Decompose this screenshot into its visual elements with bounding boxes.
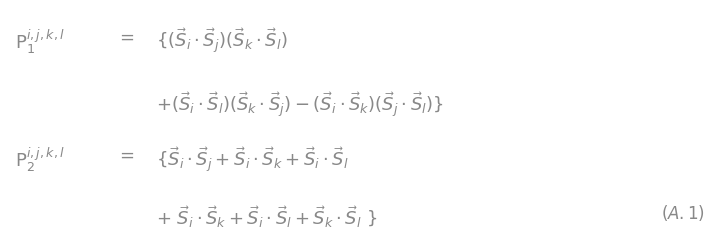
Text: $=$: $=$ [116, 145, 135, 163]
Text: $\mathrm{P}_2^{i,j,k,l}$: $\mathrm{P}_2^{i,j,k,l}$ [15, 145, 65, 173]
Text: $=$: $=$ [116, 27, 135, 45]
Text: $+(\vec{S}_i \cdot \vec{S}_l)(\vec{S}_k \cdot \vec{S}_j) - (\vec{S}_i \cdot \vec: $+(\vec{S}_i \cdot \vec{S}_l)(\vec{S}_k … [156, 91, 444, 120]
Text: $(A.1)$: $(A.1)$ [661, 202, 705, 222]
Text: $\{\vec{S}_i \cdot \vec{S}_j + \vec{S}_i \cdot \vec{S}_k + \vec{S}_i \cdot \vec{: $\{\vec{S}_i \cdot \vec{S}_j + \vec{S}_i… [156, 145, 349, 174]
Text: $\{(\vec{S}_i \cdot \vec{S}_j)(\vec{S}_k \cdot \vec{S}_l)$: $\{(\vec{S}_i \cdot \vec{S}_j)(\vec{S}_k… [156, 27, 288, 56]
Text: $+\ \vec{S}_j \cdot \vec{S}_k + \vec{S}_j \cdot \vec{S}_l + \vec{S}_k \cdot \vec: $+\ \vec{S}_j \cdot \vec{S}_k + \vec{S}_… [156, 204, 378, 227]
Text: $\mathrm{P}_1^{i,j,k,l}$: $\mathrm{P}_1^{i,j,k,l}$ [15, 27, 65, 55]
